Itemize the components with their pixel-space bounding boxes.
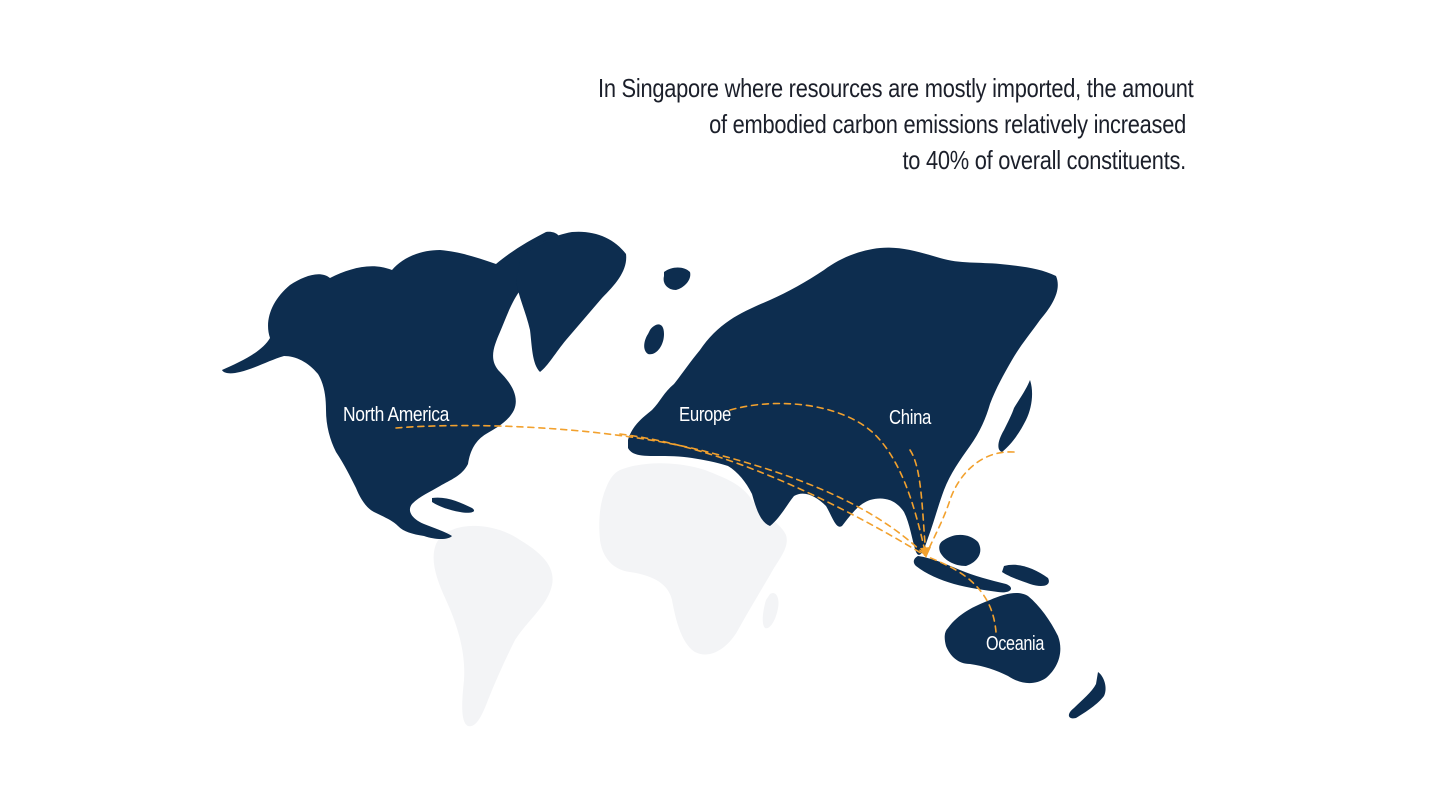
madagascar-shape: [762, 592, 779, 629]
label-china: China: [889, 407, 932, 429]
highlighted-land: [222, 231, 1106, 719]
headline-line-2: of embodied carbon emissions relatively …: [709, 109, 1186, 139]
caribbean-shape: [432, 497, 475, 513]
import-routes: [395, 402, 1015, 633]
south-america-shape: [433, 525, 553, 727]
label-europe: Europe: [679, 404, 731, 426]
route-europe: [729, 402, 927, 557]
label-oceania: Oceania: [986, 633, 1045, 655]
new-zealand-shape: [1068, 672, 1106, 719]
borneo-shape: [939, 534, 981, 566]
headline: In Singapore where resources are mostly …: [598, 70, 1194, 178]
north-america-shape: [222, 231, 561, 539]
headline-line-1: In Singapore where resources are mostly …: [598, 73, 1194, 103]
other-land: [433, 463, 787, 727]
singapore-arrowhead: [920, 547, 931, 558]
uk-shape: [644, 324, 664, 355]
headline-line-3: to 40% of overall constituents.: [902, 145, 1186, 175]
new-guinea-shape: [1002, 564, 1049, 586]
route-oceania: [925, 555, 997, 633]
route-europe-westbound: [619, 433, 927, 557]
eurasia-shape: [628, 247, 1058, 555]
japan-shape: [998, 380, 1033, 452]
australia-shape: [944, 593, 1061, 684]
route-east-asia: [925, 451, 1015, 557]
route-north-america: [395, 424, 927, 557]
label-north-america: North America: [343, 404, 450, 426]
iceland-shape: [663, 267, 691, 290]
greenland-shape: [516, 231, 627, 372]
route-china: [909, 449, 927, 557]
region-labels: North America Europe China Oceania: [343, 404, 1045, 655]
africa-shape: [599, 463, 787, 655]
